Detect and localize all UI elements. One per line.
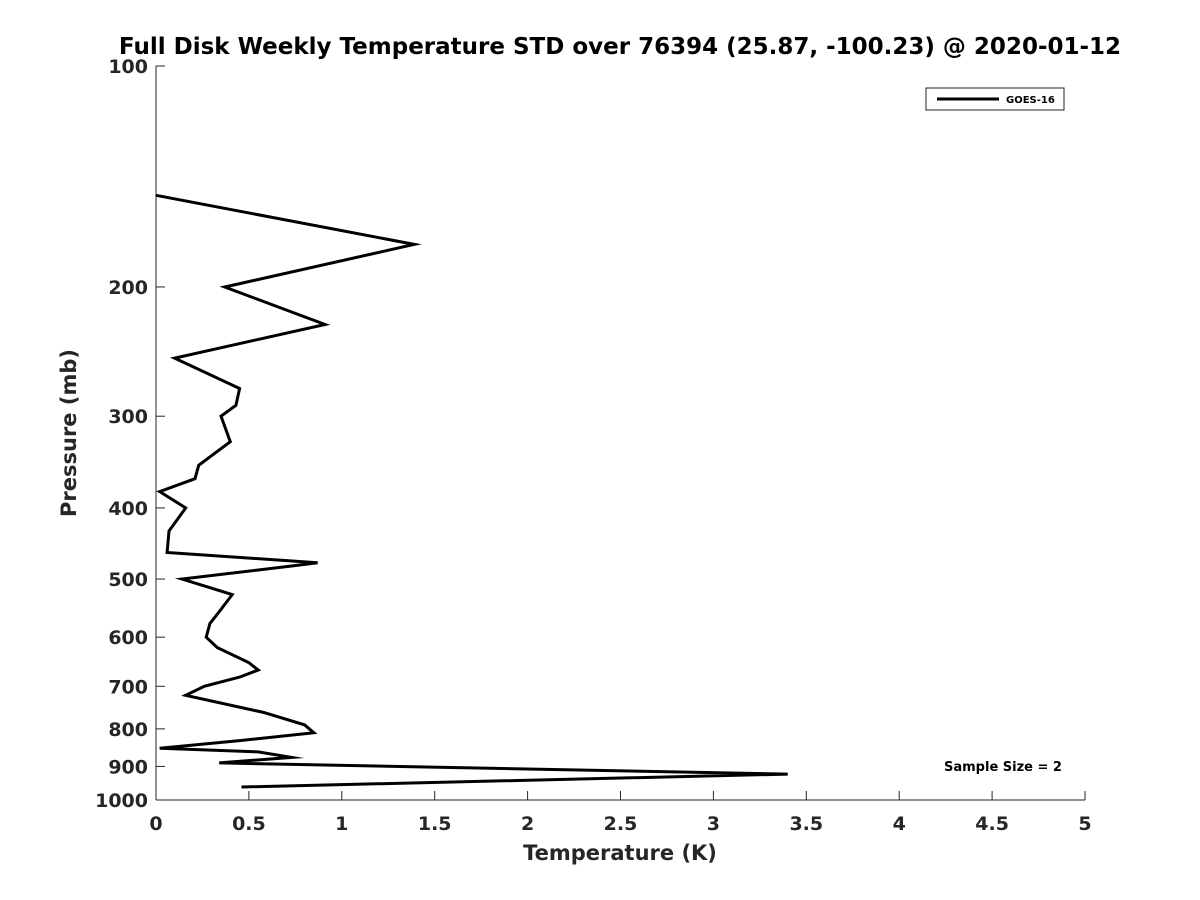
y-tick-label: 900 bbox=[108, 756, 148, 778]
x-tick-label: 4 bbox=[893, 813, 906, 835]
x-tick-label: 0.5 bbox=[232, 813, 266, 835]
sample-size-annotation: Sample Size = 2 bbox=[944, 760, 1062, 775]
y-tick-label: 700 bbox=[108, 676, 148, 698]
x-tick-label: 5 bbox=[1078, 813, 1091, 835]
y-axis-label: Pressure (mb) bbox=[57, 349, 81, 517]
x-tick-label: 2 bbox=[521, 813, 534, 835]
y-tick-label: 100 bbox=[108, 56, 148, 78]
x-tick-label: 2.5 bbox=[604, 813, 638, 835]
y-tick-label: 600 bbox=[108, 627, 148, 649]
x-tick-label: 0 bbox=[149, 813, 162, 835]
y-tick-label: 800 bbox=[108, 719, 148, 741]
x-tick-label: 4.5 bbox=[975, 813, 1009, 835]
legend-label-goes-16: GOES-16 bbox=[1006, 95, 1055, 106]
x-tick-label: 3.5 bbox=[789, 813, 823, 835]
y-tick-label: 200 bbox=[108, 277, 148, 299]
x-ticks: 0 0.5 1 1.5 2 2.5 3 3.5 4 4.5 5 bbox=[149, 791, 1092, 835]
x-tick-label: 1.5 bbox=[418, 813, 452, 835]
series-line-goes-16 bbox=[155, 193, 788, 789]
y-tick-label: 400 bbox=[108, 498, 148, 520]
series-layer bbox=[155, 193, 788, 789]
y-ticks: 100 200 300 400 500 600 700 800 900 1000 bbox=[95, 56, 165, 812]
legend: GOES-16 bbox=[925, 87, 1065, 111]
y-tick-label: 500 bbox=[108, 569, 148, 591]
y-tick-label: 1000 bbox=[95, 790, 148, 812]
x-tick-label: 1 bbox=[335, 813, 348, 835]
chart-title: Full Disk Weekly Temperature STD over 76… bbox=[119, 34, 1121, 60]
x-axis-label: Temperature (K) bbox=[523, 841, 717, 865]
x-tick-label: 3 bbox=[707, 813, 720, 835]
y-tick-label: 300 bbox=[108, 406, 148, 428]
